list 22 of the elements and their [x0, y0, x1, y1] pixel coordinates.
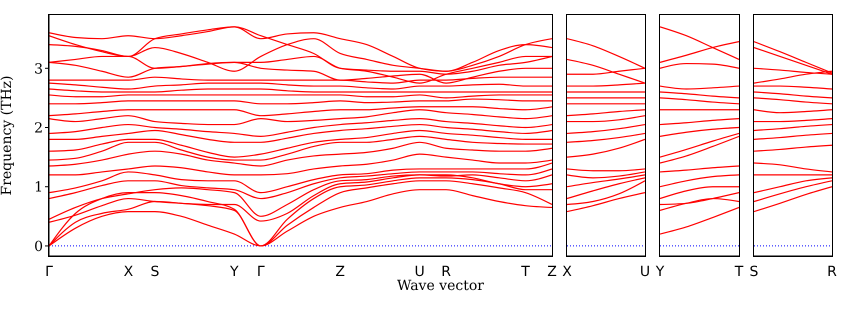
x-tick-label: X — [124, 264, 134, 280]
x-tick-label: T — [520, 264, 530, 280]
y-tick-label: 1 — [34, 180, 43, 196]
y-tick-label: 0 — [34, 238, 43, 255]
x-tick-label: U — [414, 264, 425, 280]
x-tick-label: Y — [229, 264, 240, 280]
x-tick-label: S — [150, 264, 160, 280]
x-tick-label: Y — [654, 264, 665, 280]
x-axis-title: Wave vector — [396, 278, 485, 294]
x-tick-label: X — [562, 264, 572, 280]
x-tick-label: R — [827, 264, 838, 280]
x-tick-label: T — [734, 264, 744, 280]
x-tick-label: S — [750, 264, 759, 280]
x-tick-label: U — [640, 264, 650, 280]
y-tick-label: 3 — [34, 61, 43, 78]
x-tick-label: Γ — [256, 264, 265, 280]
x-tick-label: Z — [335, 264, 346, 280]
x-tick-label: R — [441, 264, 452, 280]
y-axis-title: Frequency (THz) — [0, 75, 15, 196]
x-tick-label: Γ — [45, 264, 54, 280]
x-tick-label: Z — [547, 264, 557, 280]
y-tick-label: 2 — [34, 120, 43, 136]
